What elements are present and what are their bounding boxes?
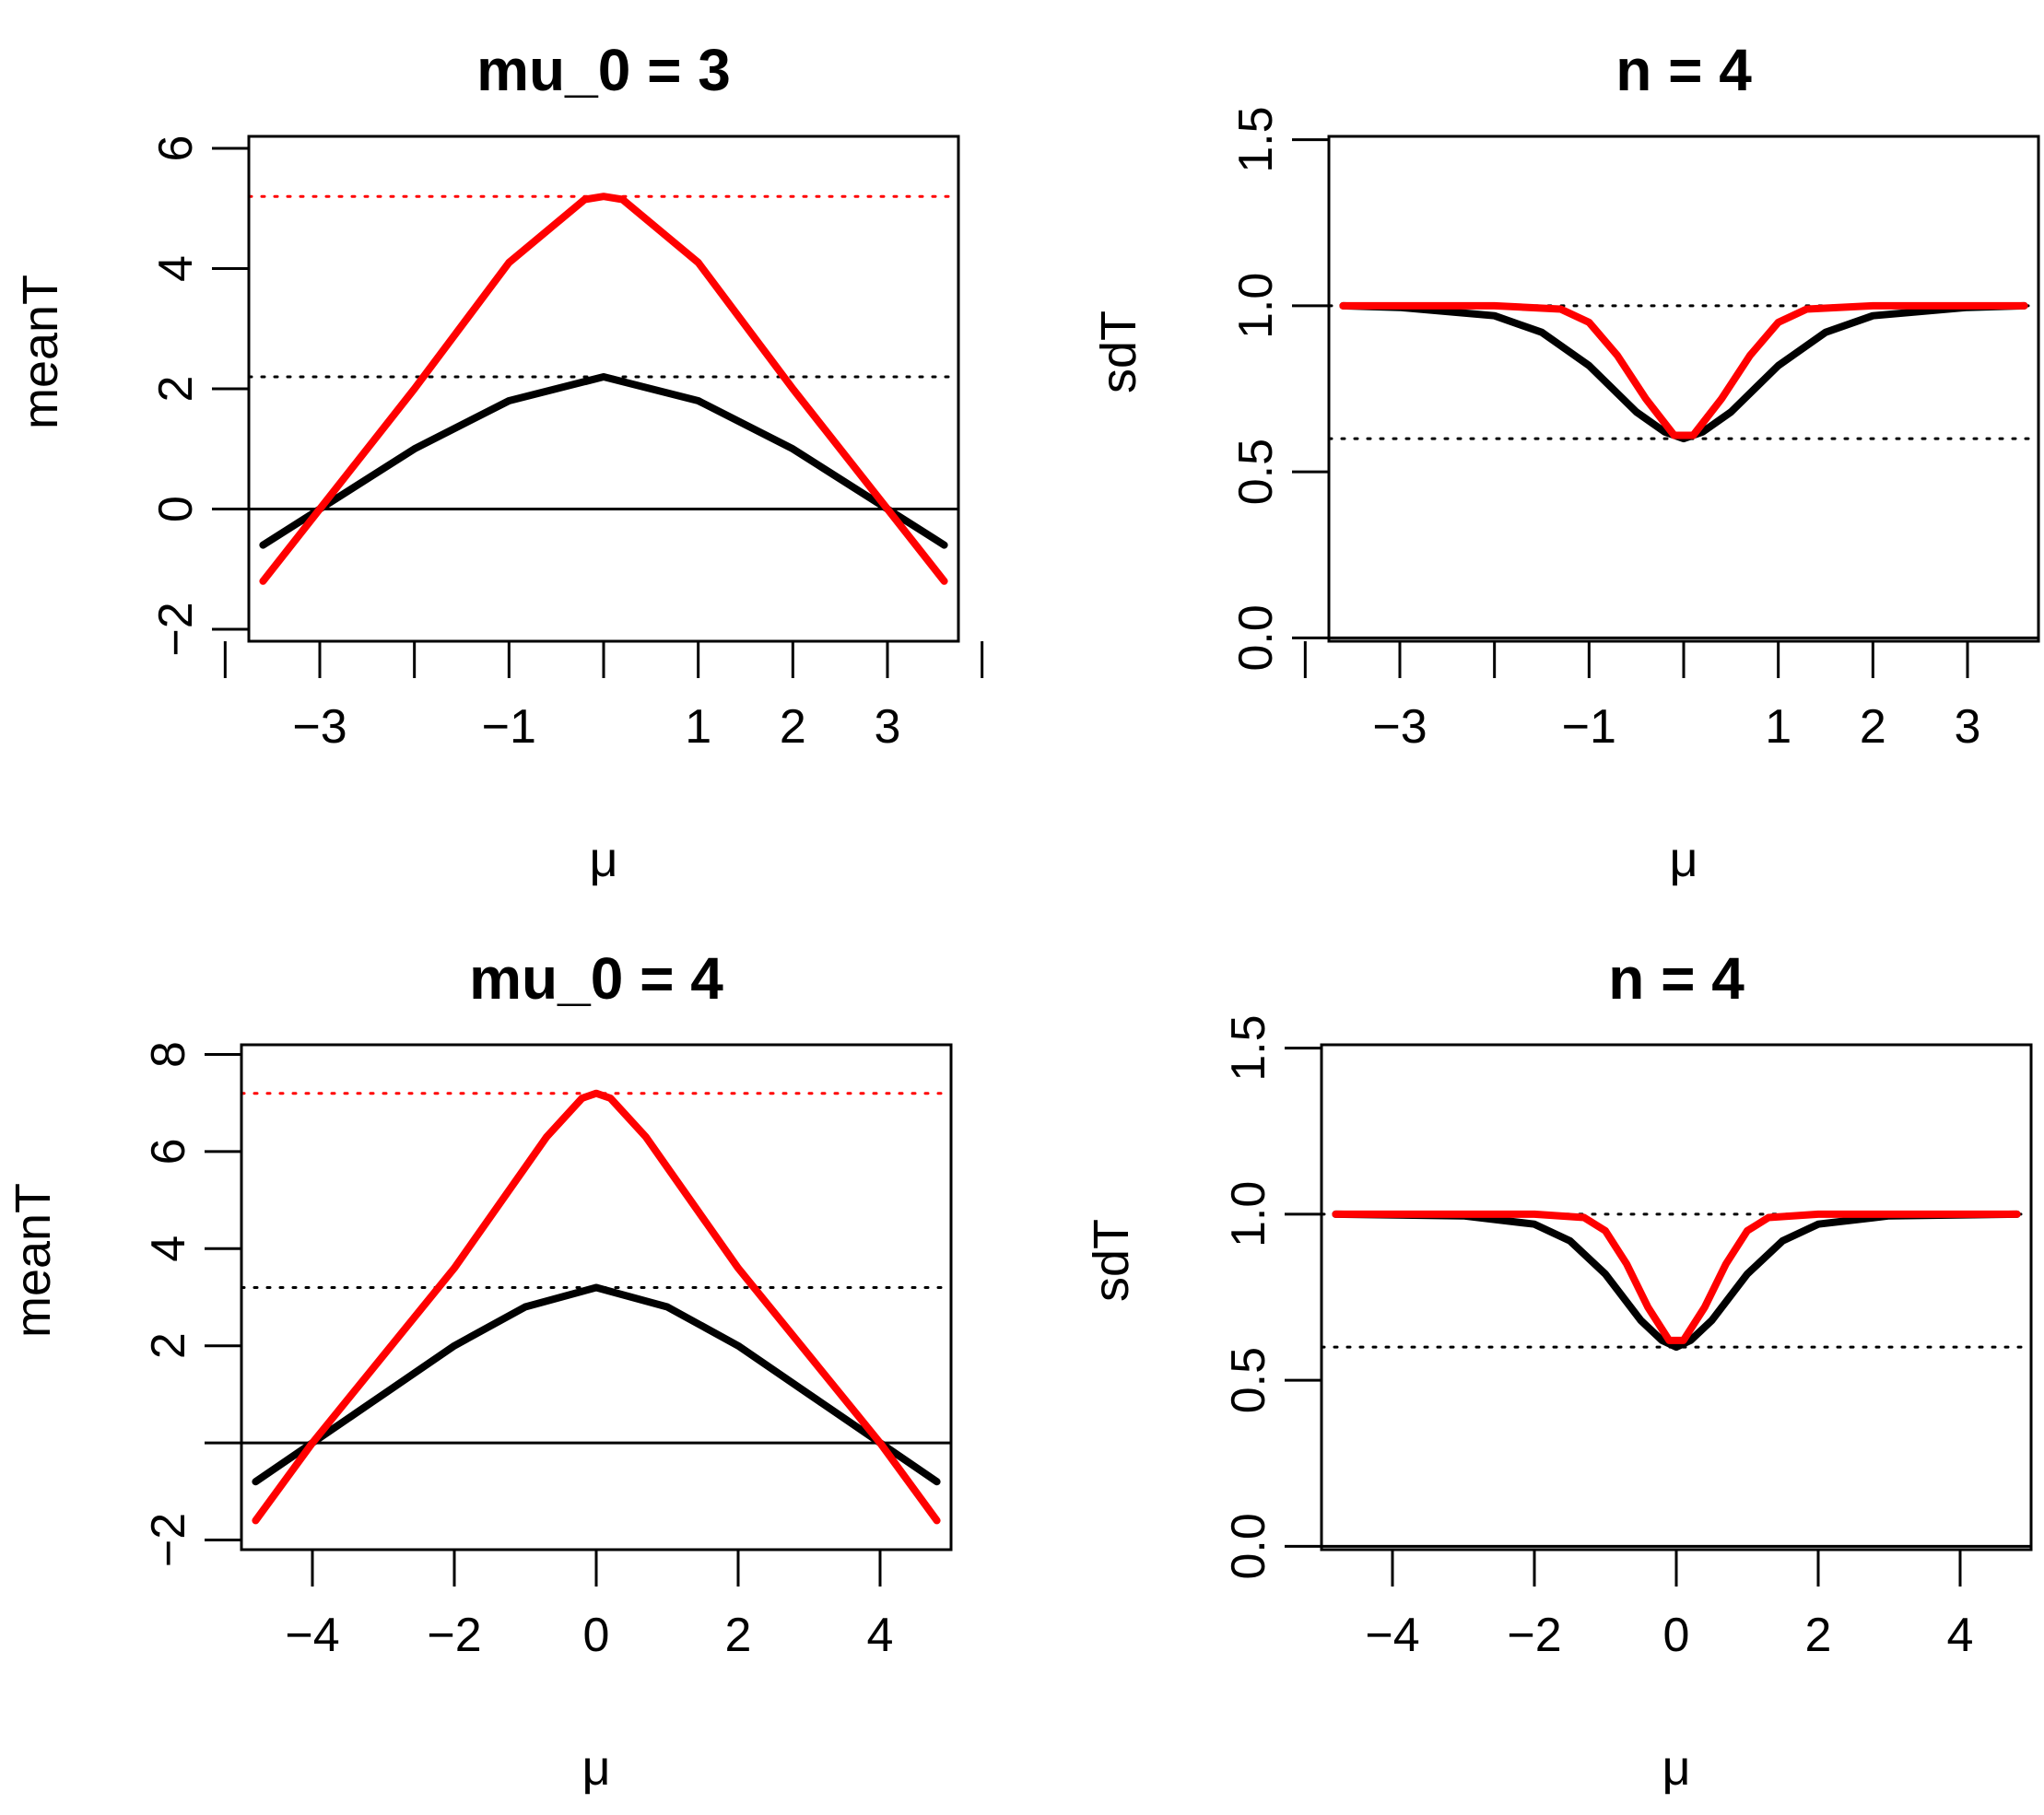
x-tick-label: 0	[1663, 1609, 1690, 1662]
y-tick-label: 4	[142, 1235, 195, 1262]
x-tick-label: 2	[1860, 700, 1886, 754]
y-tick-label: 6	[149, 135, 203, 162]
plot-frame	[240, 1043, 953, 1552]
plot-frame	[247, 135, 960, 643]
x-tick-label: −4	[285, 1609, 339, 1662]
y-tick-label: 0.5	[1229, 439, 1283, 505]
y-tick-label: 2	[142, 1332, 195, 1359]
chart-title: n = 4	[1608, 945, 1744, 1012]
x-tick-label: −3	[292, 700, 347, 754]
plot-frame	[1327, 135, 2040, 643]
chart-panel-3: mu_0 = 4 −4 −2 0 2 4 −2 2 4 6 8 μ meanT	[6, 945, 953, 1796]
x-axis-title: μ	[589, 832, 617, 887]
y-tick-label: 4	[149, 255, 203, 282]
series-line-red	[259, 193, 948, 585]
series-line-red	[1339, 301, 2028, 439]
y-tick-label: 1.0	[1222, 1181, 1275, 1247]
x-tick-label: −4	[1365, 1609, 1419, 1662]
chart-panel-1: mu_0 = 3 −3 −1 1 2 3 −2 0 2 4 6 μ meanT	[13, 37, 984, 887]
x-tick-label: 4	[867, 1609, 894, 1662]
y-tick-label: 0.0	[1229, 604, 1283, 671]
plot-frame	[1320, 1043, 2033, 1552]
y-tick-label: 1.0	[1229, 273, 1283, 339]
x-tick-label: 1	[1765, 700, 1791, 754]
x-tick-label: −1	[482, 700, 536, 754]
y-axis-title: sdT	[1091, 310, 1146, 393]
y-tick-label: 1.5	[1222, 1014, 1275, 1081]
y-tick-label: 2	[149, 376, 203, 403]
x-tick-label: 3	[1955, 700, 1981, 754]
y-axis-title: sdT	[1084, 1219, 1139, 1302]
series-line-black	[252, 1283, 941, 1486]
series-line-black	[1339, 301, 2028, 443]
x-tick-label: 2	[780, 700, 806, 754]
y-tick-label: 1.5	[1229, 106, 1283, 172]
chart-title: mu_0 = 4	[469, 945, 723, 1012]
chart-panel-2: n = 4 −3 −1 1 2 3 0.0 0.5 1.0 1.5 μ sdT	[1091, 37, 2040, 887]
x-axis-title: μ	[1669, 832, 1697, 887]
chart-panel-4: n = 4 −4 −2 0 2 4 0.0 0.5 1.0 1.5 μ sdT	[1084, 945, 2033, 1796]
x-tick-label: 2	[1805, 1609, 1832, 1662]
y-tick-label: −2	[142, 1513, 195, 1567]
x-tick-label: −1	[1562, 700, 1616, 754]
x-tick-label: −2	[1507, 1609, 1561, 1662]
x-tick-label: −3	[1372, 700, 1427, 754]
y-tick-label: 0	[149, 496, 203, 522]
x-axis-title: μ	[581, 1740, 610, 1796]
chart-title: mu_0 = 3	[476, 37, 731, 103]
y-tick-label: 0.5	[1222, 1347, 1275, 1413]
y-tick-label: −2	[149, 602, 203, 656]
x-tick-label: 2	[725, 1609, 752, 1662]
series-line-red	[1332, 1210, 2021, 1344]
x-axis-title: μ	[1662, 1740, 1690, 1796]
series-line-black	[259, 373, 948, 549]
x-tick-label: 4	[1947, 1609, 1974, 1662]
x-tick-label: 3	[875, 700, 901, 754]
chart-title: n = 4	[1615, 37, 1752, 103]
y-axis-title: meanT	[6, 1183, 61, 1338]
y-tick-label: 8	[142, 1041, 195, 1068]
y-tick-label: 0.0	[1222, 1513, 1275, 1579]
y-axis-title: meanT	[13, 275, 68, 429]
x-tick-label: 1	[685, 700, 711, 754]
y-tick-label: 6	[142, 1138, 195, 1165]
x-tick-label: −2	[427, 1609, 481, 1662]
series-line-red	[252, 1089, 941, 1525]
series-line-black	[1332, 1210, 2021, 1352]
x-tick-label: 0	[583, 1609, 610, 1662]
